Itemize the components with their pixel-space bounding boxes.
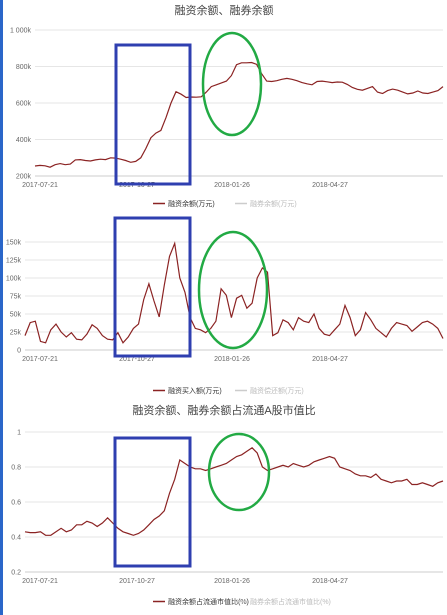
y-tick-label: 0.8 (11, 465, 21, 472)
x-tick-label: 2017-10-27 (119, 578, 155, 585)
x-axis-ticks: 2017-07-21 2017-10-27 2018-01-26 2018-04-27 (22, 356, 348, 363)
y-tick-label: 125k (6, 258, 22, 265)
legend-item[interactable]: 融资买入额(万元) (168, 386, 222, 395)
y-tick-label: 0.2 (11, 570, 21, 577)
x-tick-label: 2018-04-27 (312, 356, 348, 363)
y-tick-label: 25k (10, 330, 22, 337)
series-lines (24, 447, 444, 536)
series-lines (24, 241, 444, 344)
legend-item[interactable]: 融券余额(万元) (250, 199, 297, 208)
x-tick-label: 2018-04-27 (312, 578, 348, 585)
chart-financing-purchase: 0 25k 50k 75k 100k 125k 150k 2017-07-21 2017-10… (6, 216, 444, 395)
y-axis-ticks: 0.2 0.4 0.6 0.8 1 (11, 430, 21, 577)
x-tick-label: 2017-10-27 (119, 356, 155, 363)
highlight-box (113, 436, 192, 568)
x-tick-label: 2017-07-21 (22, 356, 58, 363)
y-tick-label: 1 (17, 430, 21, 437)
grid-lines (25, 431, 443, 573)
legend-item[interactable]: 融资余额(万元) (168, 199, 215, 208)
y-tick-label: 600k (16, 101, 32, 108)
legend-item[interactable]: 融资偿还额(万元) (250, 386, 304, 395)
highlight-ellipse (207, 432, 271, 512)
y-tick-label: 100k (6, 276, 22, 283)
series-line (34, 61, 444, 168)
legend[interactable]: 融资余额占流通市值比(%) 融券余额占流通市值比(%) (153, 597, 331, 606)
y-tick-label: 0.4 (11, 535, 21, 542)
chart-financing-balance: 融资余额、融券余额 200k 400k 600k 800k 1 000k 2017-07… (10, 3, 444, 208)
chart-financing-ratio: 融资余额、融券余额占流通A股市值比 0.2 0.4 0.6 0.8 1 2017-07-… (11, 403, 444, 606)
x-axis-ticks: 2017-07-21 2017-10-27 2018-01-26 2018-04-27 (22, 578, 348, 585)
series-line (24, 241, 444, 344)
x-tick-label: 2017-07-21 (22, 578, 58, 585)
y-tick-label: 75k (10, 294, 22, 301)
grid-lines (35, 29, 443, 177)
y-tick-label: 0 (17, 348, 21, 355)
x-tick-label: 2018-01-26 (214, 356, 250, 363)
x-tick-label: 2017-07-21 (22, 182, 58, 189)
highlight-ellipse (197, 230, 269, 350)
highlight-ellipse (201, 31, 263, 137)
series-lines (34, 61, 444, 168)
x-tick-label: 2018-01-26 (214, 578, 250, 585)
y-tick-label: 150k (6, 240, 22, 247)
y-tick-label: 50k (10, 312, 22, 319)
x-tick-label: 2018-04-27 (312, 182, 348, 189)
x-tick-label: 2018-01-26 (214, 182, 250, 189)
y-tick-label: 800k (16, 64, 32, 71)
highlight-box (113, 216, 192, 358)
y-tick-label: 400k (16, 137, 32, 144)
chart-title: 融资余额、融券余额 (175, 3, 274, 17)
grid-lines (25, 241, 443, 351)
highlight-box (114, 43, 192, 186)
y-tick-label: 1 000k (10, 28, 32, 35)
y-tick-label: 0.6 (11, 500, 21, 507)
series-line (24, 447, 444, 536)
page-left-edge (0, 0, 3, 615)
y-axis-ticks: 0 25k 50k 75k 100k 125k 150k (6, 240, 22, 355)
chart-title: 融资余额、融券余额占流通A股市值比 (132, 403, 315, 417)
y-tick-label: 200k (16, 174, 32, 181)
legend[interactable]: 融资买入额(万元) 融资偿还额(万元) (153, 386, 304, 395)
legend[interactable]: 融资余额(万元) 融券余额(万元) (153, 199, 297, 208)
legend-item[interactable]: 融资余额占流通市值比(%) (168, 597, 249, 606)
legend-item[interactable]: 融券余额占流通市值比(%) (250, 597, 331, 606)
y-axis-ticks: 200k 400k 600k 800k 1 000k (10, 28, 32, 181)
